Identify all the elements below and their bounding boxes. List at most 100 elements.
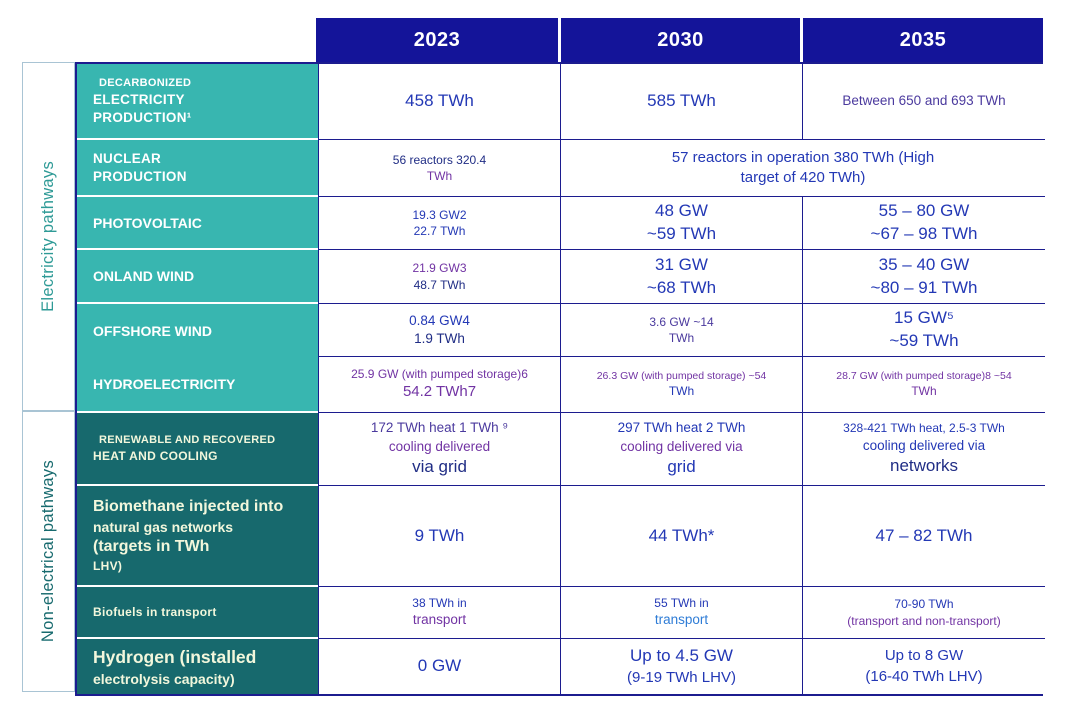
- text-line: 26.3 GW (with pumped storage) ~54: [596, 370, 767, 383]
- text-line: 54.2 TWh7: [402, 383, 477, 401]
- text-line: target of 420 TWh): [740, 169, 866, 186]
- row-label-nuclear-production: NUCLEAR PRODUCTION: [77, 140, 318, 197]
- cell-nuclear-2030-2035: 57 reactors in operation 380 TWh (High ta…: [560, 140, 1045, 197]
- text-line: 28.7 GW (with pumped storage)8 ~54: [836, 370, 1012, 383]
- cell-heat-cooling-2035: 328-421 TWh heat, 2.5-3 TWh cooling deliv…: [802, 413, 1045, 486]
- text-line: 328-421 TWh heat, 2.5-3 TWh: [843, 421, 1005, 436]
- non-electrical-pathways-label: Non-electrical pathways: [39, 460, 57, 643]
- text-line: Between 650 and 693 TWh: [842, 93, 1006, 109]
- cell-photovoltaic-2023: 19.3 GW2 22.7 TWh: [318, 197, 560, 250]
- row-label-photovoltaic: PHOTOVOLTAIC: [77, 197, 318, 250]
- text-line: transport: [412, 612, 467, 628]
- text-line: TWh: [911, 384, 937, 399]
- text-line: cooling delivered: [388, 438, 491, 454]
- text-line: (9-19 TWh LHV): [627, 668, 736, 686]
- text-line: 9 TWh: [414, 525, 465, 545]
- text-line: 57 reactors in operation 380 TWh (High: [671, 148, 935, 166]
- cell-hydroelectricity-2030: 26.3 GW (with pumped storage) ~54 TWh: [560, 357, 802, 413]
- cell-offshore-wind-2035: 15 GW⁵ ~59 TWh: [802, 304, 1045, 357]
- row-label-offshore-wind: OFFSHORE WIND: [77, 304, 318, 357]
- text-line: 35 – 40 GW: [878, 254, 970, 274]
- row-label-biofuels: Biofuels in transport: [77, 587, 318, 639]
- text-line: via grid: [412, 456, 467, 476]
- text-line: 70-90 TWh: [894, 597, 954, 612]
- text-line: 297 TWh heat 2 TWh: [617, 420, 746, 436]
- text-line: PRODUCTION: [93, 169, 187, 184]
- text-line: TWh: [668, 384, 695, 399]
- cell-decarbonized-2030: 585 TWh: [560, 64, 802, 140]
- text-line: ~59 TWh: [889, 331, 959, 350]
- header-2035: 2035: [800, 18, 1043, 62]
- cell-decarbonized-2023: 458 TWh: [318, 64, 560, 140]
- text-line: 31 GW: [655, 254, 708, 274]
- cell-biomethane-2035: 47 – 82 TWh: [802, 486, 1045, 587]
- cell-heat-cooling-2030: 297 TWh heat 2 TWh cooling delivered via g…: [560, 413, 802, 486]
- cell-onland-wind-2023: 21.9 GW3 48.7 TWh: [318, 250, 560, 304]
- row-label-biomethane: Biomethane injected into natural gas netw…: [77, 486, 318, 587]
- cell-photovoltaic-2035: 55 – 80 GW ~67 – 98 TWh: [802, 197, 1045, 250]
- text-line: natural gas networks: [93, 519, 234, 535]
- text-line: ~67 – 98 TWh: [870, 224, 978, 243]
- cell-hydroelectricity-2023: 25.9 GW (with pumped storage)6 54.2 TWh7: [318, 357, 560, 413]
- header-2023: 2023: [413, 28, 461, 51]
- text-line: 56 reactors 320.4: [392, 152, 487, 167]
- text-line: 19.3 GW2: [412, 207, 467, 222]
- text-line: Biomethane injected into: [93, 498, 284, 515]
- cell-hydroelectricity-2035: 28.7 GW (with pumped storage)8 ~54 TWh: [802, 357, 1045, 413]
- text-line: 0 GW: [417, 656, 462, 676]
- text-line: LHV): [93, 559, 123, 573]
- cell-nuclear-2023: 56 reactors 320.4 TWh: [318, 140, 560, 197]
- text-line: 25.9 GW (with pumped storage)6: [351, 367, 528, 382]
- text-line: 15 GW⁵: [894, 308, 954, 328]
- row-label-onland-wind: ONLAND WIND: [77, 250, 318, 304]
- text-line: 458 TWh: [405, 91, 474, 111]
- text-line: 47 – 82 TWh: [875, 525, 973, 545]
- text-line: Hydrogen (installed: [93, 646, 257, 667]
- targets-table: DECARBONIZED ELECTRICITY PRODUCTION¹ 458 T…: [75, 62, 1045, 696]
- text-line: ~80 – 91 TWh: [870, 277, 978, 297]
- text-line: 172 TWh heat 1 TWh ⁹: [370, 420, 509, 436]
- cell-hydrogen-2030: Up to 4.5 GW (9-19 TWh LHV): [560, 639, 802, 694]
- text-line: OFFSHORE WIND: [93, 322, 212, 339]
- text-line: 48.7 TWh: [413, 277, 466, 292]
- cell-hydrogen-2035: Up to 8 GW (16-40 TWh LHV): [802, 639, 1045, 694]
- text-line: Up to 8 GW: [884, 647, 964, 665]
- text-line: HYDROELECTRICITY: [93, 376, 236, 392]
- row-label-hydroelectricity: HYDROELECTRICITY: [77, 357, 318, 413]
- text-line: ONLAND WIND: [93, 268, 195, 284]
- row-label-hydrogen: Hydrogen (installed electrolysis capacity…: [77, 639, 318, 694]
- electricity-pathways-label: Electricity pathways: [39, 161, 57, 312]
- text-line: transport: [654, 612, 709, 628]
- text-line: ~59 TWh: [646, 224, 717, 243]
- text-line: DECARBONIZED: [99, 77, 192, 89]
- text-line: 21.9 GW3: [412, 261, 467, 276]
- text-line: Up to 4.5 GW: [630, 645, 733, 665]
- row-label-decarbonized-electricity-production: DECARBONIZED ELECTRICITY PRODUCTION¹: [77, 64, 318, 140]
- cell-biomethane-2023: 9 TWh: [318, 486, 560, 587]
- text-line: 44 TWh*: [648, 525, 715, 545]
- text-line: PRODUCTION¹: [93, 110, 192, 125]
- cell-hydrogen-2023: 0 GW: [318, 639, 560, 694]
- cell-offshore-wind-2030: 3.6 GW ~14 TWh: [560, 304, 802, 357]
- text-line: ELECTRICITY: [93, 92, 185, 107]
- text-line: 3.6 GW ~14: [649, 314, 714, 329]
- cell-biofuels-2035: 70-90 TWh (transport and non-transport): [802, 587, 1045, 639]
- text-line: TWh: [668, 331, 695, 345]
- cell-heat-cooling-2023: 172 TWh heat 1 TWh ⁹ cooling delivered via…: [318, 413, 560, 486]
- year-header-row: 2023 2030 2035: [316, 18, 1043, 62]
- header-2030: 2030: [558, 18, 800, 62]
- row-label-renewable-heat-cooling: RENEWABLE AND RECOVERED HEAT AND COOLING: [77, 413, 318, 486]
- text-line: (targets in TWh: [93, 538, 210, 555]
- cell-biomethane-2030: 44 TWh*: [560, 486, 802, 587]
- text-line: 0.84 GW4: [409, 312, 470, 328]
- cell-offshore-wind-2023: 0.84 GW4 1.9 TWh: [318, 304, 560, 357]
- text-line: NUCLEAR: [93, 151, 162, 166]
- text-line: cooling delivered via: [620, 438, 743, 454]
- text-line: 55 TWh in: [654, 596, 709, 611]
- text-line: 55 – 80 GW: [878, 201, 970, 221]
- text-line: 1.9 TWh: [414, 331, 465, 346]
- text-line: TWh: [426, 169, 453, 183]
- text-line: (16-40 TWh LHV): [865, 667, 983, 685]
- text-line: PHOTOVOLTAIC: [93, 214, 202, 231]
